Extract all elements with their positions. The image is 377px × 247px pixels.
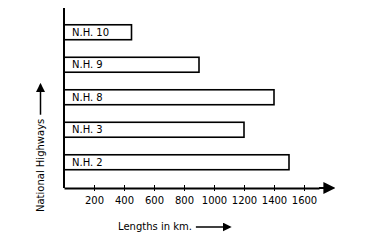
x-tick-label: 200 (85, 195, 104, 206)
category-label: N.H. 10 (72, 27, 109, 38)
y-title-arrow (40, 85, 42, 115)
x-axis-line (65, 188, 320, 190)
x-tick: 1200 (232, 185, 257, 206)
x-tick: 400 (115, 185, 134, 206)
y-axis-title: National Highways (35, 119, 46, 212)
chart: N.H. 10 N.H. 9 N.H. 8 N.H. 3 N.H. 2 200 400 600… (0, 0, 377, 247)
x-axis-title: Lengths in km. (118, 221, 192, 232)
category-label: N.H. 3 (72, 124, 103, 135)
x-axis-arrow (319, 187, 333, 189)
x-tick-mark (184, 185, 185, 191)
x-tick: 1400 (262, 185, 287, 206)
bars (64, 25, 289, 170)
x-title-arrow (196, 226, 230, 228)
x-tick: 1000 (202, 185, 227, 206)
bar (64, 57, 199, 72)
x-tick-mark (214, 185, 215, 191)
y-axis-line (63, 8, 65, 188)
x-tick-mark (274, 185, 275, 191)
bar (64, 90, 274, 105)
x-tick: 800 (175, 185, 194, 206)
x-tick-mark (154, 185, 155, 191)
category-label: N.H. 8 (72, 92, 103, 103)
x-tick-mark (94, 185, 95, 191)
x-tick-label: 600 (145, 195, 164, 206)
x-tick-label: 1000 (202, 195, 227, 206)
category-labels: N.H. 10 N.H. 9 N.H. 8 N.H. 3 N.H. 2 (72, 27, 109, 168)
x-tick-label: 400 (115, 195, 134, 206)
bar (64, 122, 244, 137)
x-tick: 600 (145, 185, 164, 206)
x-tick-mark (304, 185, 305, 191)
bar (64, 155, 289, 170)
x-axis: 200 400 600 800 1000 1200 1400 1600 (65, 185, 320, 206)
category-label: N.H. 2 (72, 157, 103, 168)
x-tick-label: 1200 (232, 195, 257, 206)
x-tick-mark (124, 185, 125, 191)
bar (64, 25, 132, 40)
category-label: N.H. 9 (72, 59, 103, 70)
x-tick-mark (244, 185, 245, 191)
x-tick-label: 800 (175, 195, 194, 206)
x-tick: 1600 (292, 185, 317, 206)
x-tick-label: 1600 (292, 195, 317, 206)
x-tick: 200 (85, 185, 104, 206)
x-tick-label: 1400 (262, 195, 287, 206)
